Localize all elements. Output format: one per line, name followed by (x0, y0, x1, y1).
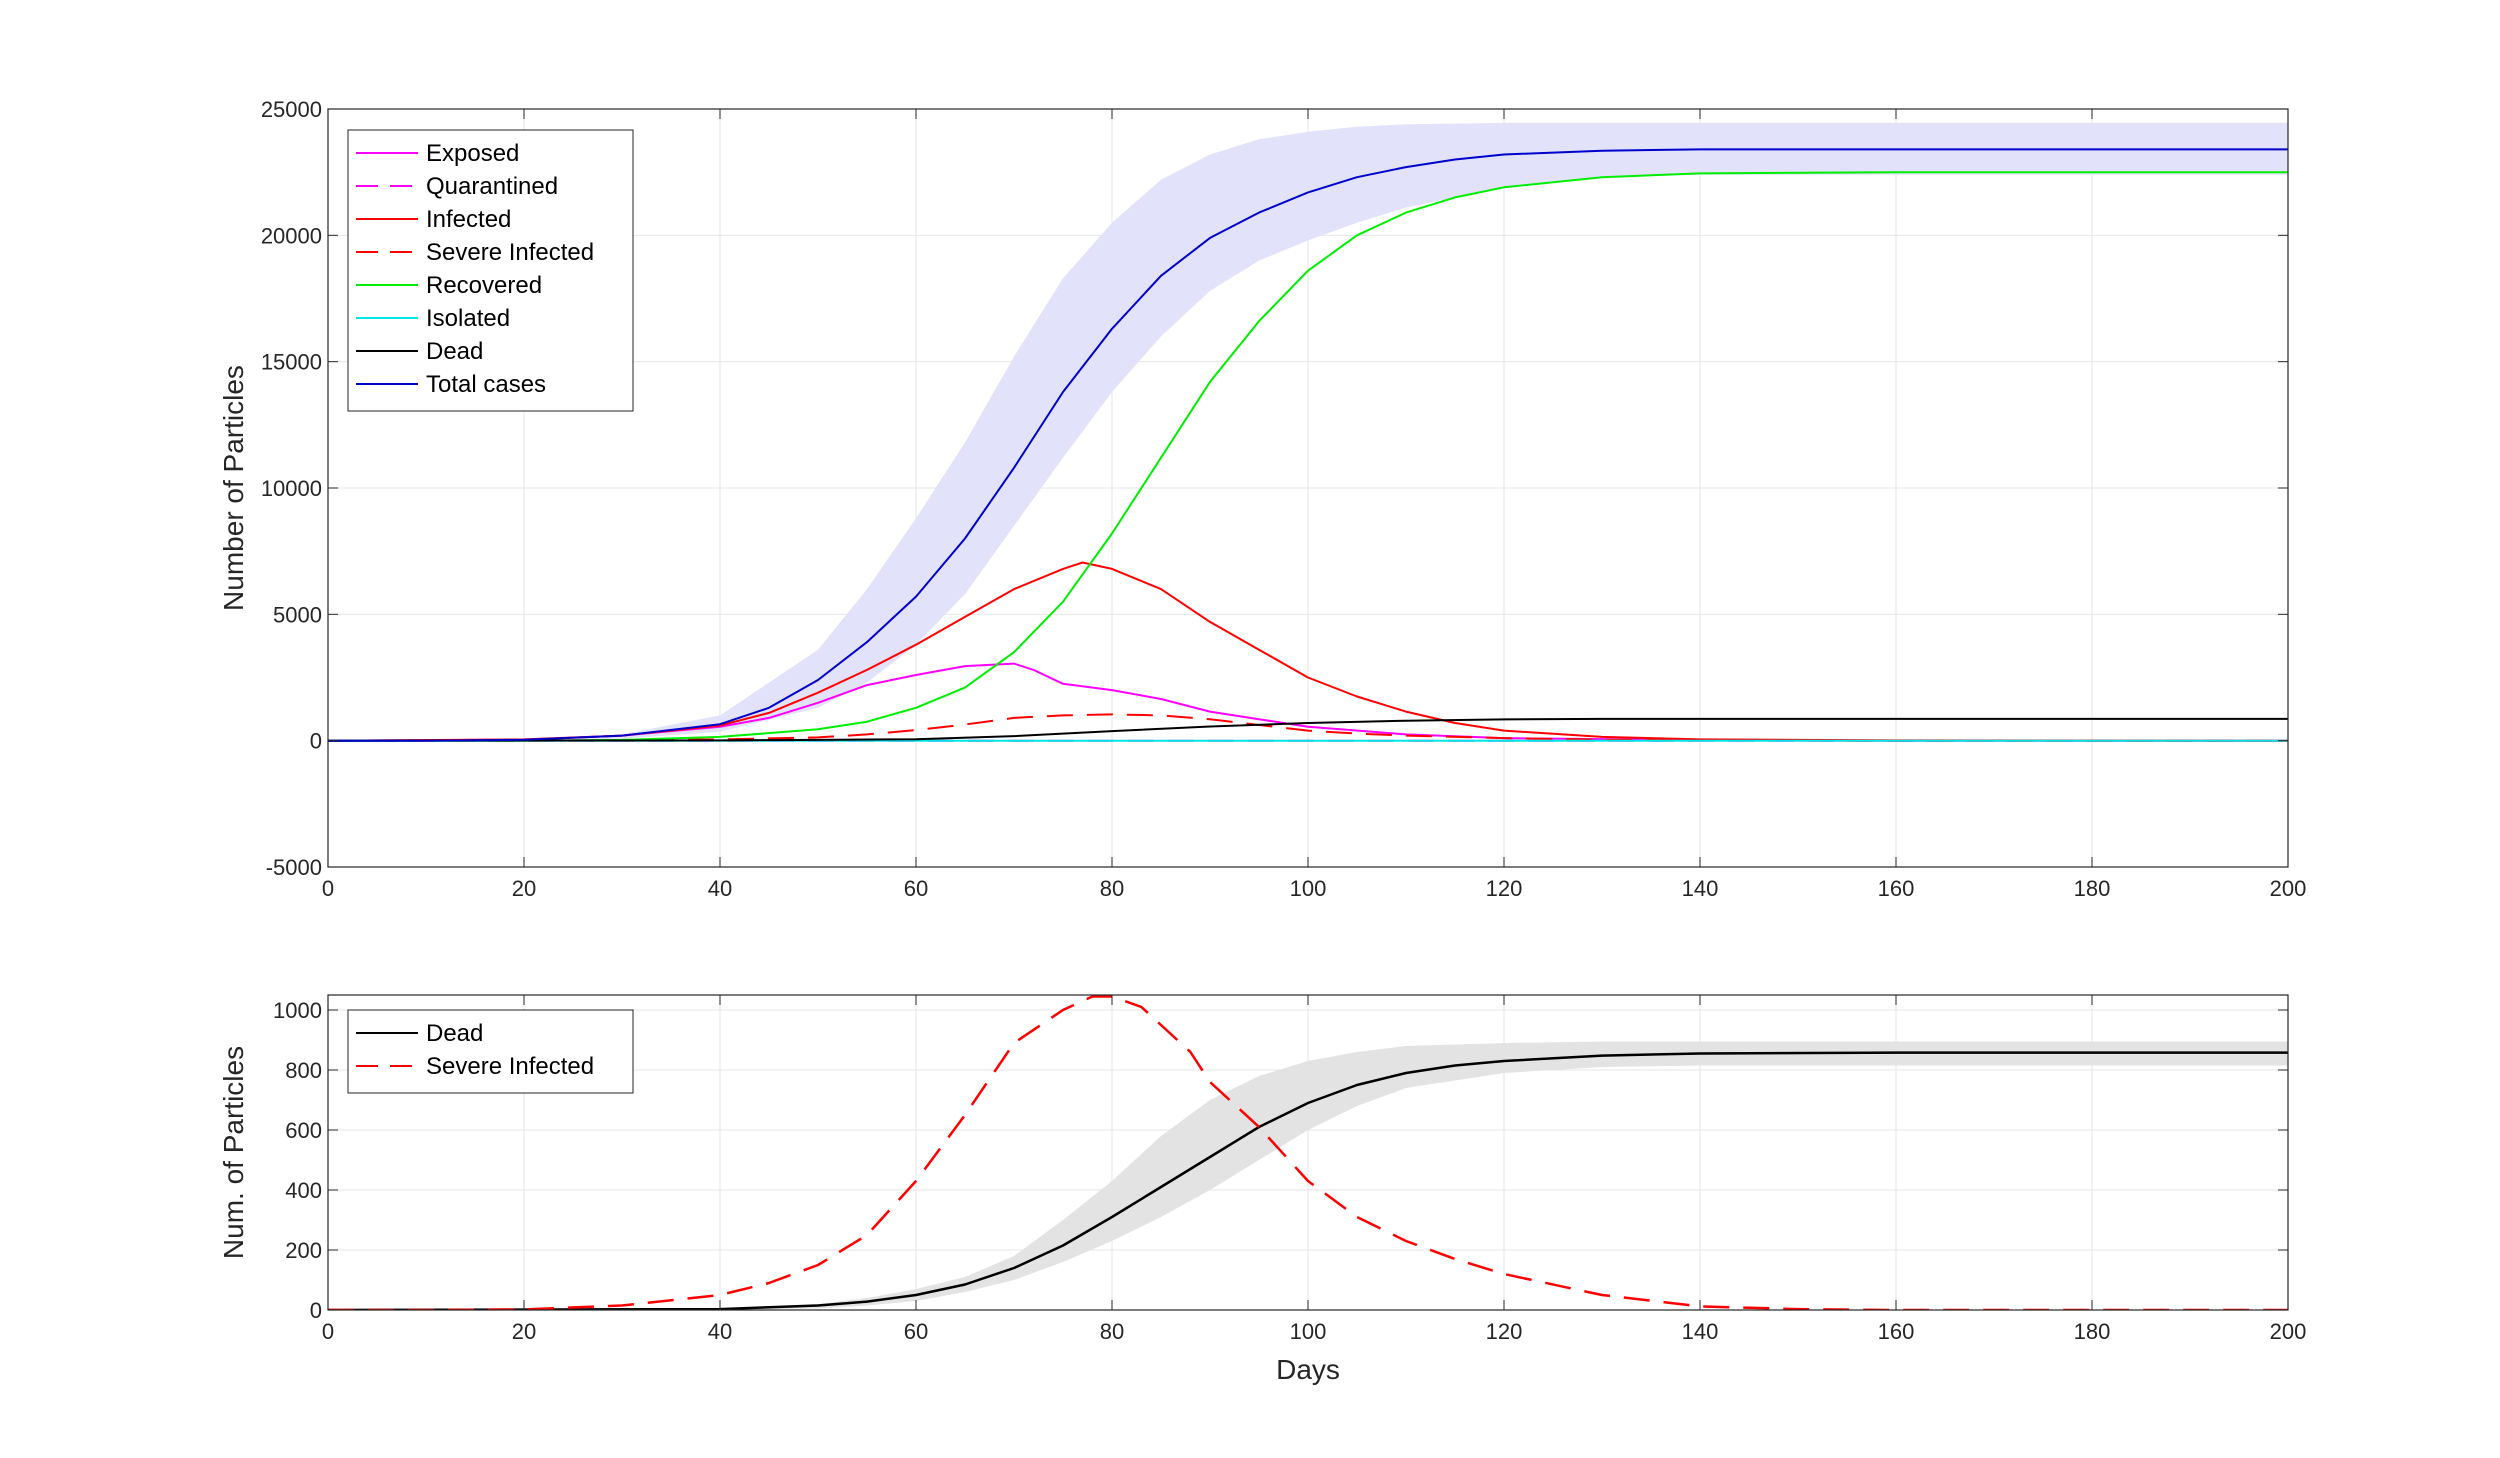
top-legend-item-infected: Infected (356, 206, 511, 233)
top-legend-label-dead: Dead (426, 338, 483, 365)
bottom-y-tick-label: 0 (310, 1298, 322, 1323)
top-x-tick-label: 100 (1290, 876, 1327, 901)
top-x-tick-label: 120 (1486, 876, 1523, 901)
top-x-tick-label: 140 (1682, 876, 1719, 901)
top-y-tick-label: 15000 (261, 350, 322, 375)
top-chart: 0 20 40 60 80 100 120 140 160 180 200-500005000100… (218, 97, 2306, 901)
bottom-x-tick-label: 60 (904, 1319, 928, 1344)
top-legend-label-total-cases: Total cases (426, 371, 546, 398)
top-legend-label-quarantined: Quarantined (426, 173, 558, 200)
top-x-tick-label: 160 (1878, 876, 1915, 901)
bottom-x-tick-label: 100 (1290, 1319, 1327, 1344)
top-series-dead (328, 717, 2288, 742)
top-y-tick-label: 5000 (273, 602, 322, 627)
bottom-legend: Dead Severe Infected (347, 1009, 634, 1094)
bottom-x-tick-label: 120 (1486, 1319, 1523, 1344)
top-legend-item-dead: Dead (356, 338, 483, 365)
bottom-chart: 0 20 40 60 80 100 120 140 160 180 200 0 200 400 600 800… (218, 994, 2307, 1385)
bottom-x-tick-label: 140 (1682, 1319, 1719, 1344)
bottom-x-tick-label: 160 (1878, 1319, 1915, 1344)
bottom-series-dead (328, 1051, 2288, 1310)
bottom-y-tick-label: 600 (285, 1118, 322, 1143)
bottom-x-tick-label: 80 (1100, 1319, 1124, 1344)
bottom-y-tick-label: 1000 (273, 998, 322, 1023)
top-legend-item-total-cases: Total cases (356, 371, 546, 398)
top-legend-item-exposed: Exposed (356, 140, 519, 167)
top-legend-item-severe-infected: Severe Infected (356, 239, 594, 266)
top-y-tick-label: 10000 (261, 476, 322, 501)
top-legend-label-exposed: Exposed (426, 140, 519, 167)
bottom-legend-label-dead: Dead (426, 1020, 483, 1047)
top-y-tick-label: -5000 (266, 855, 322, 880)
top-legend-item-recovered: Recovered (356, 272, 542, 299)
bottom-x-axis-label: Days (1276, 1354, 1340, 1385)
bottom-x-tick-label: 40 (708, 1319, 732, 1344)
top-y-tick-label: 25000 (261, 97, 322, 122)
bottom-plot-content (328, 995, 2288, 1310)
bottom-x-tick-label: 0 (322, 1319, 334, 1344)
bottom-y-tick-label: 400 (285, 1178, 322, 1203)
top-series-infected (328, 561, 2288, 742)
bottom-legend-item-severe-infected: Severe Infected (356, 1053, 594, 1080)
top-legend-box (347, 129, 634, 412)
top-y-axis-label: Number of Particles (218, 365, 249, 611)
bottom-legend-box (347, 1009, 634, 1094)
top-y-tick-label: 0 (310, 729, 322, 754)
top-y-tick-label: 20000 (261, 223, 322, 248)
top-x-tick-label: 200 (2270, 876, 2307, 901)
top-series-severe-infected (328, 713, 2288, 742)
bottom-y-tick-label: 200 (285, 1238, 322, 1263)
top-x-tick-label: 60 (904, 876, 928, 901)
top-legend-label-recovered: Recovered (426, 272, 542, 299)
bottom-y-axis-label: Num. of Particles (218, 1046, 249, 1259)
bottom-confidence-band (328, 1041, 2288, 1310)
top-plot-content (328, 122, 2288, 742)
bottom-y-tick-label: 800 (285, 1058, 322, 1083)
top-legend-label-severe-infected: Severe Infected (426, 239, 594, 266)
top-x-tick-label: 40 (708, 876, 732, 901)
top-series-total-cases (328, 148, 2288, 742)
top-legend-label-isolated: Isolated (426, 305, 510, 332)
top-legend-item-isolated: Isolated (356, 305, 510, 332)
top-legend: Exposed Quarantined Infected Severe Infecte… (347, 129, 634, 412)
bottom-legend-label-severe-infected: Severe Infected (426, 1053, 594, 1080)
top-series-recovered (328, 171, 2288, 742)
top-x-tick-label: 80 (1100, 876, 1124, 901)
bottom-x-tick-label: 200 (2270, 1319, 2307, 1344)
bottom-x-tick-label: 180 (2074, 1319, 2111, 1344)
top-x-tick-label: 0 (322, 876, 334, 901)
bottom-x-tick-label: 20 (512, 1319, 536, 1344)
top-legend-label-infected: Infected (426, 206, 511, 233)
top-x-tick-label: 20 (512, 876, 536, 901)
top-legend-item-quarantined: Quarantined (356, 173, 558, 200)
top-x-tick-label: 180 (2074, 876, 2111, 901)
bottom-legend-item-dead: Dead (356, 1020, 483, 1047)
